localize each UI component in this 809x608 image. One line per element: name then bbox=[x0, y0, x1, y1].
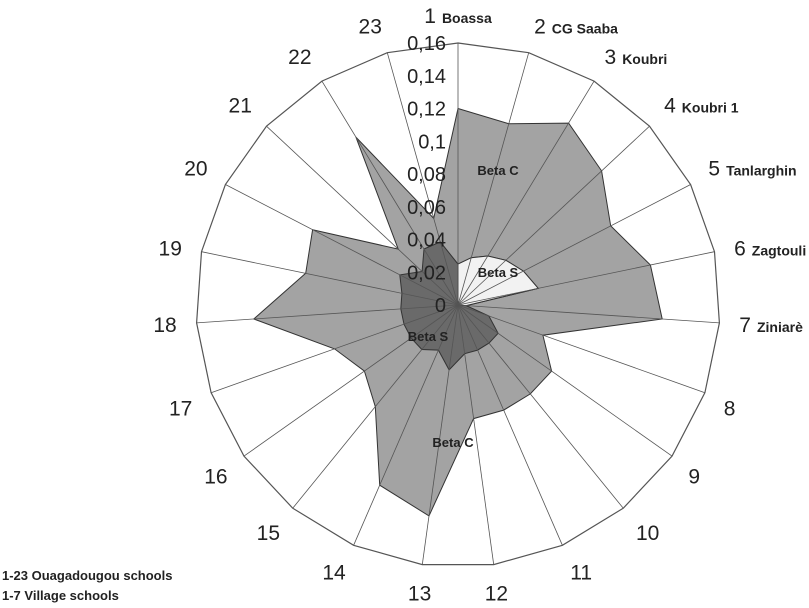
spoke-label: 7 Ziniarè bbox=[739, 314, 803, 337]
spoke-line bbox=[386, 52, 459, 306]
spoke-line bbox=[457, 304, 624, 509]
spoke-line bbox=[266, 125, 459, 306]
spoke-line bbox=[457, 304, 706, 394]
radial-tick-label: 0,1 bbox=[418, 131, 446, 153]
spoke-label: 22 bbox=[288, 46, 311, 69]
spoke-labels: 1 Boassa 2 CG Saaba 3 Koubri 4 Koubri 1 5 Tanlarg… bbox=[153, 5, 806, 605]
legend-ouagadougou: 1-23 Ouagadougou schools bbox=[2, 568, 173, 583]
spoke-label: 6 Zagtouli bbox=[734, 238, 806, 261]
spoke-label: 1 Boassa bbox=[424, 5, 492, 28]
series-label: Beta C bbox=[477, 163, 519, 178]
spoke-label: 4 Koubri 1 bbox=[664, 95, 739, 118]
spoke-line bbox=[457, 304, 673, 457]
radial-tick-label: 0,02 bbox=[407, 262, 446, 284]
radial-tick-label: 0,12 bbox=[407, 99, 446, 121]
spoke-line bbox=[210, 304, 459, 394]
spoke-line bbox=[292, 304, 459, 509]
spoke-label: 15 bbox=[257, 522, 280, 545]
spoke-label: 11 bbox=[570, 562, 592, 585]
spoke-label: 23 bbox=[359, 16, 382, 39]
spoke-label: 2 CG Saaba bbox=[534, 16, 618, 39]
spoke-label: 13 bbox=[408, 582, 431, 605]
spoke-line bbox=[201, 251, 459, 306]
spoke-label: 8 bbox=[724, 397, 736, 420]
spoke-line bbox=[457, 251, 715, 306]
spoke-line bbox=[225, 184, 459, 306]
spoke-label: 20 bbox=[184, 157, 207, 180]
spoke-label: 14 bbox=[322, 562, 346, 585]
radial-tick-label: 0,04 bbox=[407, 230, 446, 252]
radial-tick-label: 0,08 bbox=[407, 164, 446, 186]
radar-spokes bbox=[196, 43, 720, 565]
spoke-label: 21 bbox=[229, 95, 252, 118]
spoke-label: 10 bbox=[636, 522, 659, 545]
radar-areas bbox=[252, 107, 663, 517]
spoke-line bbox=[196, 304, 459, 324]
spoke-line bbox=[321, 80, 459, 306]
spoke-line bbox=[421, 304, 459, 565]
radial-tick-labels: 0 0,02 0,04 0,06 0,08 0,1 0,12 0,14 0,16 bbox=[407, 33, 446, 317]
legend-village: 1-7 Village schools bbox=[2, 588, 119, 603]
spoke-line bbox=[353, 304, 459, 546]
series-labels: Beta C Beta S Beta S Beta C bbox=[408, 163, 519, 450]
spoke-line bbox=[457, 184, 691, 306]
spoke-label: 5 Tanlarghin bbox=[708, 157, 796, 180]
spoke-label: 3 Koubri bbox=[605, 46, 668, 69]
spoke-line bbox=[457, 125, 650, 306]
spoke-label: 19 bbox=[159, 238, 182, 261]
spoke-label: 17 bbox=[169, 397, 192, 420]
spoke-label: 18 bbox=[153, 314, 176, 337]
spoke-line bbox=[243, 304, 459, 457]
radial-tick-label: 0,14 bbox=[407, 66, 446, 88]
radial-tick-label: 0 bbox=[435, 295, 446, 317]
spoke-label: 9 bbox=[688, 466, 700, 489]
spoke-line bbox=[457, 80, 595, 306]
series-label: Beta C bbox=[432, 435, 474, 450]
radial-tick-label: 0,06 bbox=[407, 197, 446, 219]
spoke-line bbox=[457, 304, 495, 565]
spoke-label: 12 bbox=[485, 582, 508, 605]
series-label: Beta S bbox=[478, 265, 519, 280]
series-label: Beta S bbox=[408, 329, 449, 344]
radial-tick-label: 0,16 bbox=[407, 33, 446, 55]
spoke-label: 16 bbox=[204, 466, 227, 489]
spoke-line bbox=[457, 52, 530, 306]
spoke-line bbox=[457, 304, 563, 546]
spoke-line bbox=[457, 304, 720, 324]
